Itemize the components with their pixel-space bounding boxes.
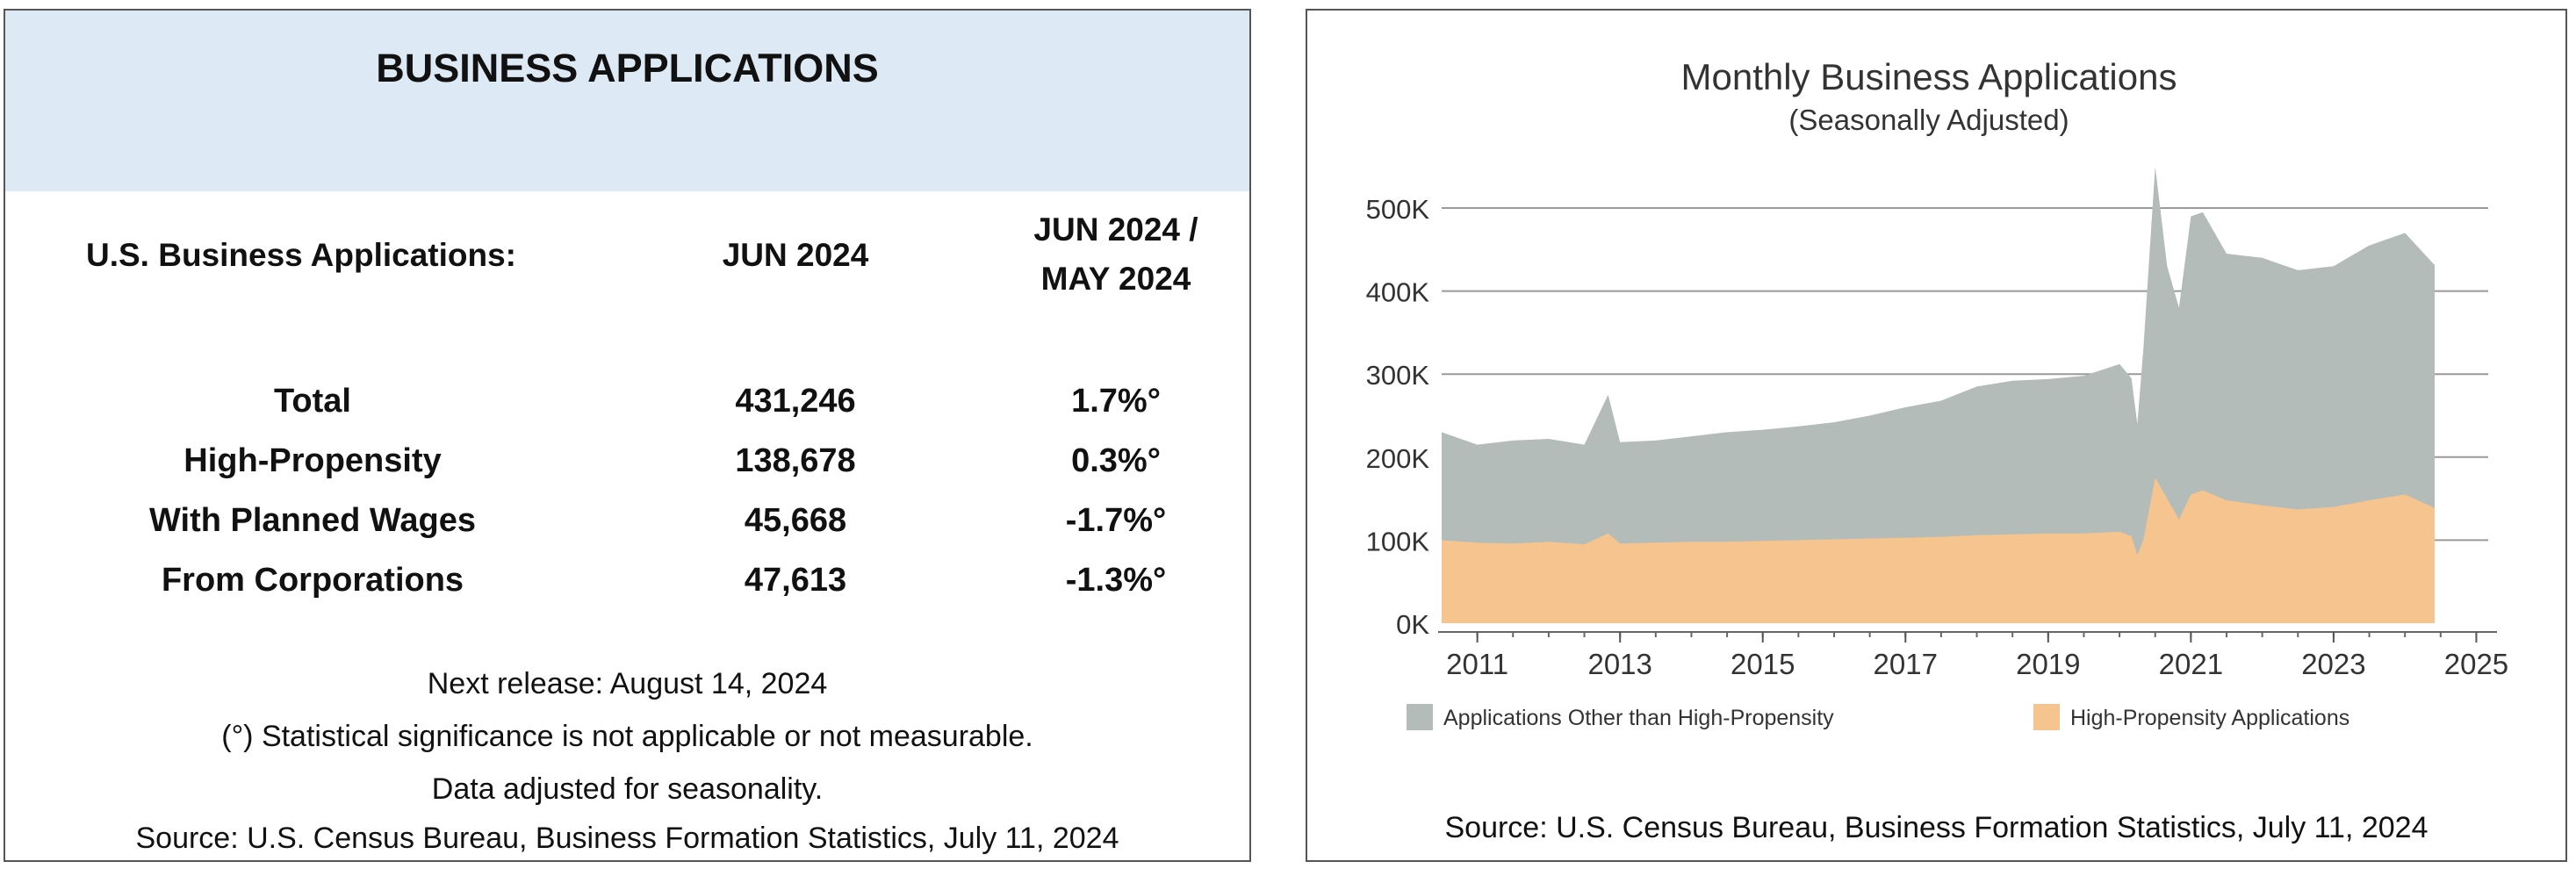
- legend-swatch-other: [1407, 704, 1433, 730]
- table-header-band: BUSINESS APPLICATIONS: [5, 11, 1249, 191]
- table-title: BUSINESS APPLICATIONS: [376, 46, 879, 90]
- row-change-total: 1.7%°: [1071, 383, 1161, 420]
- x-tick-label: 2015: [1731, 648, 1795, 680]
- x-tick-label: 2021: [2159, 648, 2223, 680]
- x-tick-label: 2011: [1446, 648, 1508, 680]
- y-tick-label: 200K: [1366, 443, 1430, 474]
- legend-swatch-high-propensity: [2033, 704, 2060, 730]
- x-tick-label: 2023: [2301, 648, 2365, 680]
- area-high-propensity: [1442, 477, 2435, 623]
- y-tick-label: 500K: [1366, 194, 1430, 225]
- row-change-high-propensity: 0.3%°: [1071, 442, 1161, 479]
- row-value-total: 431,246: [735, 383, 856, 420]
- area-chart: Monthly Business Applications (Seasonall…: [1366, 56, 2509, 730]
- x-tick-label: 2013: [1587, 648, 1651, 680]
- seasonality-note: Data adjusted for seasonality.: [431, 772, 824, 806]
- chart-subtitle: (Seasonally Adjusted): [1788, 104, 2069, 136]
- row-label-high-propensity: High-Propensity: [183, 442, 442, 479]
- x-tick-label: 2019: [2016, 648, 2080, 680]
- legend: Applications Other than High-Propensity H…: [1407, 704, 2349, 730]
- column-header-jun-2024: JUN 2024: [722, 237, 869, 273]
- y-tick-label: 400K: [1366, 277, 1430, 308]
- y-tick-label: 0K: [1396, 609, 1429, 640]
- monthly-applications-chart-panel: Monthly Business Applications (Seasonall…: [1306, 9, 2567, 862]
- column-header-change-line1: JUN 2024 /: [1033, 212, 1198, 248]
- row-label-total: Total: [274, 383, 351, 420]
- axes: 0K 100K 200K 300K 400K 500K 2011 2013 2015 2017 20…: [1366, 194, 2509, 680]
- row-label-planned-wages: With Planned Wages: [149, 502, 476, 539]
- next-release-note: Next release: August 14, 2024: [427, 667, 828, 700]
- row-value-corporations: 47,613: [744, 562, 847, 599]
- series-areas: [1442, 166, 2435, 623]
- column-header-label: U.S. Business Applications:: [86, 237, 516, 273]
- significance-note: (°) Statistical significance is not appl…: [221, 720, 1033, 753]
- y-tick-label: 300K: [1366, 360, 1430, 391]
- business-applications-table: BUSINESS APPLICATIONS U.S. Business Appl…: [4, 9, 1251, 862]
- chart-title: Monthly Business Applications: [1681, 56, 2177, 97]
- y-tick-label: 100K: [1366, 526, 1430, 556]
- legend-label-high-propensity: High-Propensity Applications: [2070, 706, 2349, 730]
- row-value-high-propensity: 138,678: [735, 442, 856, 479]
- row-label-corporations: From Corporations: [161, 562, 464, 599]
- source-note-left: Source: U.S. Census Bureau, Business For…: [135, 822, 1119, 855]
- x-tick-label: 2025: [2444, 648, 2508, 680]
- source-note-right: Source: U.S. Census Bureau, Business For…: [1444, 811, 2428, 844]
- column-header-change-line2: MAY 2024: [1040, 261, 1191, 297]
- row-change-corporations: -1.3%°: [1065, 562, 1167, 599]
- x-tick-label: 2017: [1874, 648, 1938, 680]
- legend-label-other: Applications Other than High-Propensity: [1443, 706, 1834, 730]
- row-change-planned-wages: -1.7%°: [1065, 502, 1167, 539]
- row-value-planned-wages: 45,668: [744, 502, 847, 539]
